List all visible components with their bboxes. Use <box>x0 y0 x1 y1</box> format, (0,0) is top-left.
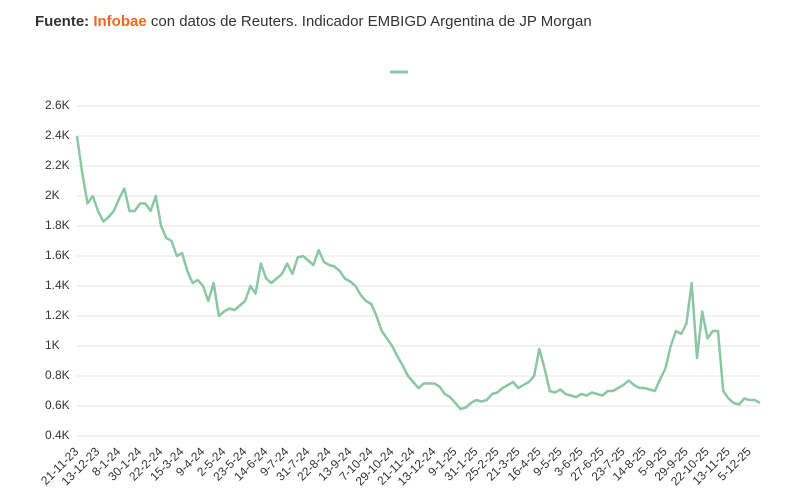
y-tick-label: 0.6K <box>45 398 70 412</box>
data-line <box>75 135 761 411</box>
source-name: Infobae <box>93 13 146 30</box>
y-tick-label: 2.6K <box>45 98 70 112</box>
y-tick-label: 1.8K <box>45 218 70 232</box>
y-tick-label: 2.4K <box>45 128 70 142</box>
chart-title: Fuente: Infobae con datos de Reuters. In… <box>35 13 592 30</box>
title-text: con datos de Reuters. Indicador EMBIGD A… <box>151 13 592 30</box>
y-tick-label: 1K <box>45 338 60 352</box>
y-tick-label: 0.8K <box>45 368 70 382</box>
y-tick-label: 1.6K <box>45 248 70 262</box>
source-label: Fuente: <box>35 13 89 30</box>
y-tick-label: 2.2K <box>45 158 70 172</box>
y-tick-label: 1.2K <box>45 308 70 322</box>
y-tick-label: 1.4K <box>45 278 70 292</box>
y-tick-label: 2K <box>45 188 60 202</box>
y-tick-label: 0.4K <box>45 428 70 442</box>
